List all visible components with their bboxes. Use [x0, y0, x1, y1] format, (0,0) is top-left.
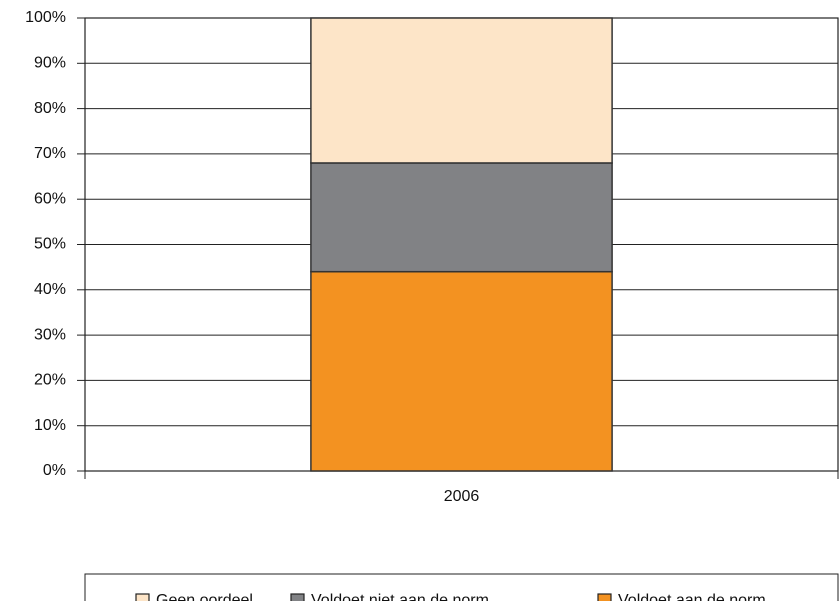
legend-label: Voldoet niet aan de norm: [311, 592, 489, 601]
y-tick-label: 30%: [34, 326, 66, 343]
legend-swatch: [290, 593, 305, 601]
legend-box: [84, 573, 839, 601]
y-tick-label: 60%: [34, 190, 66, 207]
x-tick-label: 2006: [444, 488, 480, 505]
y-tick-label: 50%: [34, 236, 66, 253]
legend-swatch: [597, 593, 612, 601]
y-tick-label: 90%: [34, 55, 66, 72]
bar-segment: [310, 162, 613, 273]
y-tick-label: 70%: [34, 145, 66, 162]
legend-swatch: [135, 593, 150, 601]
bar-segment: [310, 270, 613, 472]
legend-label: Voldoet aan de norm: [618, 592, 766, 601]
y-tick-label: 20%: [34, 372, 66, 389]
y-tick-label: 40%: [34, 281, 66, 298]
y-tick-label: 80%: [34, 100, 66, 117]
y-tick-label: 0%: [43, 462, 66, 479]
y-tick-label: 100%: [25, 9, 66, 26]
y-tick-label: 10%: [34, 417, 66, 434]
legend-label: Geen oordeel: [156, 592, 253, 601]
bar-segment: [310, 17, 613, 164]
